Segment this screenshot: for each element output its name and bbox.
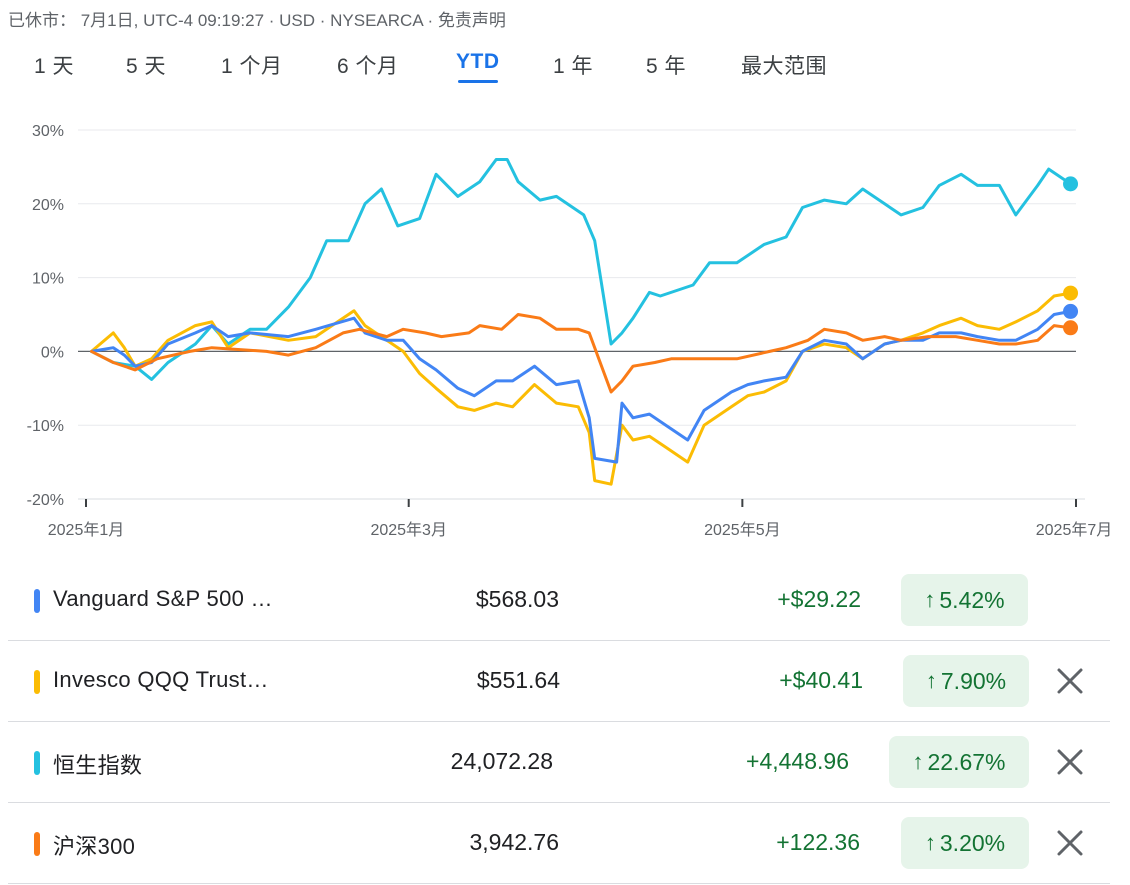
percent-change-value: 5.42% — [939, 586, 1005, 613]
tab-ytd[interactable]: YTD — [456, 50, 500, 73]
security-price: 3,942.76 — [469, 829, 559, 855]
series-end-point — [1063, 176, 1079, 192]
tab-1-month[interactable]: 1 个月 — [221, 55, 283, 78]
series-color-swatch — [34, 751, 40, 775]
close-icon — [1057, 749, 1083, 775]
chart-gridlines — [78, 129, 1076, 500]
percent-change-badge: ↑ 5.42% — [901, 574, 1028, 626]
range-tabs: 1 天 5 天 1 个月 6 个月 YTD 1 年 5 年 最大范围 — [0, 46, 900, 86]
percent-change-badge: ↑ 3.20% — [901, 817, 1029, 869]
percent-change-value: 22.67% — [927, 748, 1006, 775]
y-tick-label: -20% — [27, 492, 64, 509]
price-change: +$40.41 — [779, 667, 863, 693]
remove-comparison-button[interactable] — [1054, 665, 1086, 697]
arrow-up-icon: ↑ — [925, 668, 937, 693]
series-end-markers — [1063, 176, 1079, 336]
remove-comparison-button[interactable] — [1054, 827, 1086, 859]
status-line: 已休市： 7月1日, UTC-4 09:19:27 · USD · NYSEAR… — [8, 11, 506, 30]
chart-series — [90, 158, 1072, 486]
price-change: +122.36 — [776, 829, 860, 855]
security-name: Vanguard S&P 500 … — [53, 586, 273, 611]
list-item[interactable]: Vanguard S&P 500 … $568.03 +$29.22 ↑ 5.42… — [8, 560, 1110, 641]
series-color-swatch — [34, 832, 40, 856]
series-end-point — [1063, 303, 1079, 319]
series-end-point — [1063, 320, 1079, 336]
y-tick-label: 10% — [32, 271, 64, 288]
security-price: 24,072.28 — [450, 748, 553, 774]
list-item[interactable]: 恒生指数 24,072.28 +4,448.96 ↑ 22.67% — [8, 722, 1110, 803]
y-tick-label: 0% — [41, 344, 64, 361]
percent-change-value: 7.90% — [940, 667, 1007, 694]
y-tick-label: 20% — [32, 197, 64, 214]
x-tick-label: 2025年7月 — [1036, 521, 1113, 539]
x-tick-label: 2025年5月 — [704, 521, 781, 539]
tab-6-month[interactable]: 6 个月 — [337, 55, 399, 78]
x-axis: 2025年1月 2025年3月 2025年5月 2025年7月 — [48, 498, 1113, 539]
series-color-swatch — [34, 589, 40, 613]
close-icon — [1057, 830, 1083, 856]
percent-change-value: 3.20% — [939, 829, 1006, 856]
series-line — [90, 313, 1072, 394]
comparison-line-chart[interactable]: 30% 20% 10% 0% -10% -20% 2025年1月 2025年3月 2025年5… — [0, 110, 1130, 550]
tab-1-day[interactable]: 1 天 — [34, 55, 75, 78]
series-color-swatch — [34, 670, 40, 694]
y-tick-label: -10% — [27, 418, 64, 435]
security-price: $568.03 — [475, 586, 559, 612]
percent-change-badge: ↑ 22.67% — [889, 736, 1029, 788]
security-price: $551.64 — [476, 667, 560, 693]
security-name: 沪深300 — [53, 834, 136, 859]
tab-5-day[interactable]: 5 天 — [126, 55, 167, 78]
price-change: +4,448.96 — [746, 748, 849, 774]
arrow-up-icon: ↑ — [912, 749, 924, 774]
tab-1-year[interactable]: 1 年 — [553, 55, 594, 78]
close-icon — [1057, 668, 1083, 694]
remove-comparison-button[interactable] — [1054, 746, 1086, 778]
active-tab-indicator — [458, 80, 498, 83]
tab-5-year[interactable]: 5 年 — [646, 55, 687, 78]
series-end-point — [1063, 285, 1079, 301]
list-item[interactable]: 沪深300 3,942.76 +122.36 ↑ 3.20% — [8, 803, 1110, 884]
series-line — [90, 158, 1072, 381]
comparison-list: Vanguard S&P 500 … $568.03 +$29.22 ↑ 5.42… — [8, 560, 1110, 884]
security-name: 恒生指数 — [53, 753, 143, 778]
list-item[interactable]: Invesco QQQ Trust… $551.64 +$40.41 ↑ 7.90… — [8, 641, 1110, 722]
price-change: +$29.22 — [777, 586, 861, 612]
tab-max[interactable]: 最大范围 — [741, 55, 827, 78]
security-name: Invesco QQQ Trust… — [53, 667, 269, 692]
x-tick-label: 2025年3月 — [370, 521, 447, 539]
percent-change-badge: ↑ 7.90% — [903, 655, 1029, 707]
y-axis-labels: 30% 20% 10% 0% -10% -20% — [27, 123, 64, 509]
arrow-up-icon: ↑ — [924, 587, 936, 612]
arrow-up-icon: ↑ — [924, 830, 936, 855]
y-tick-label: 30% — [32, 123, 64, 140]
x-tick-label: 2025年1月 — [48, 521, 125, 539]
